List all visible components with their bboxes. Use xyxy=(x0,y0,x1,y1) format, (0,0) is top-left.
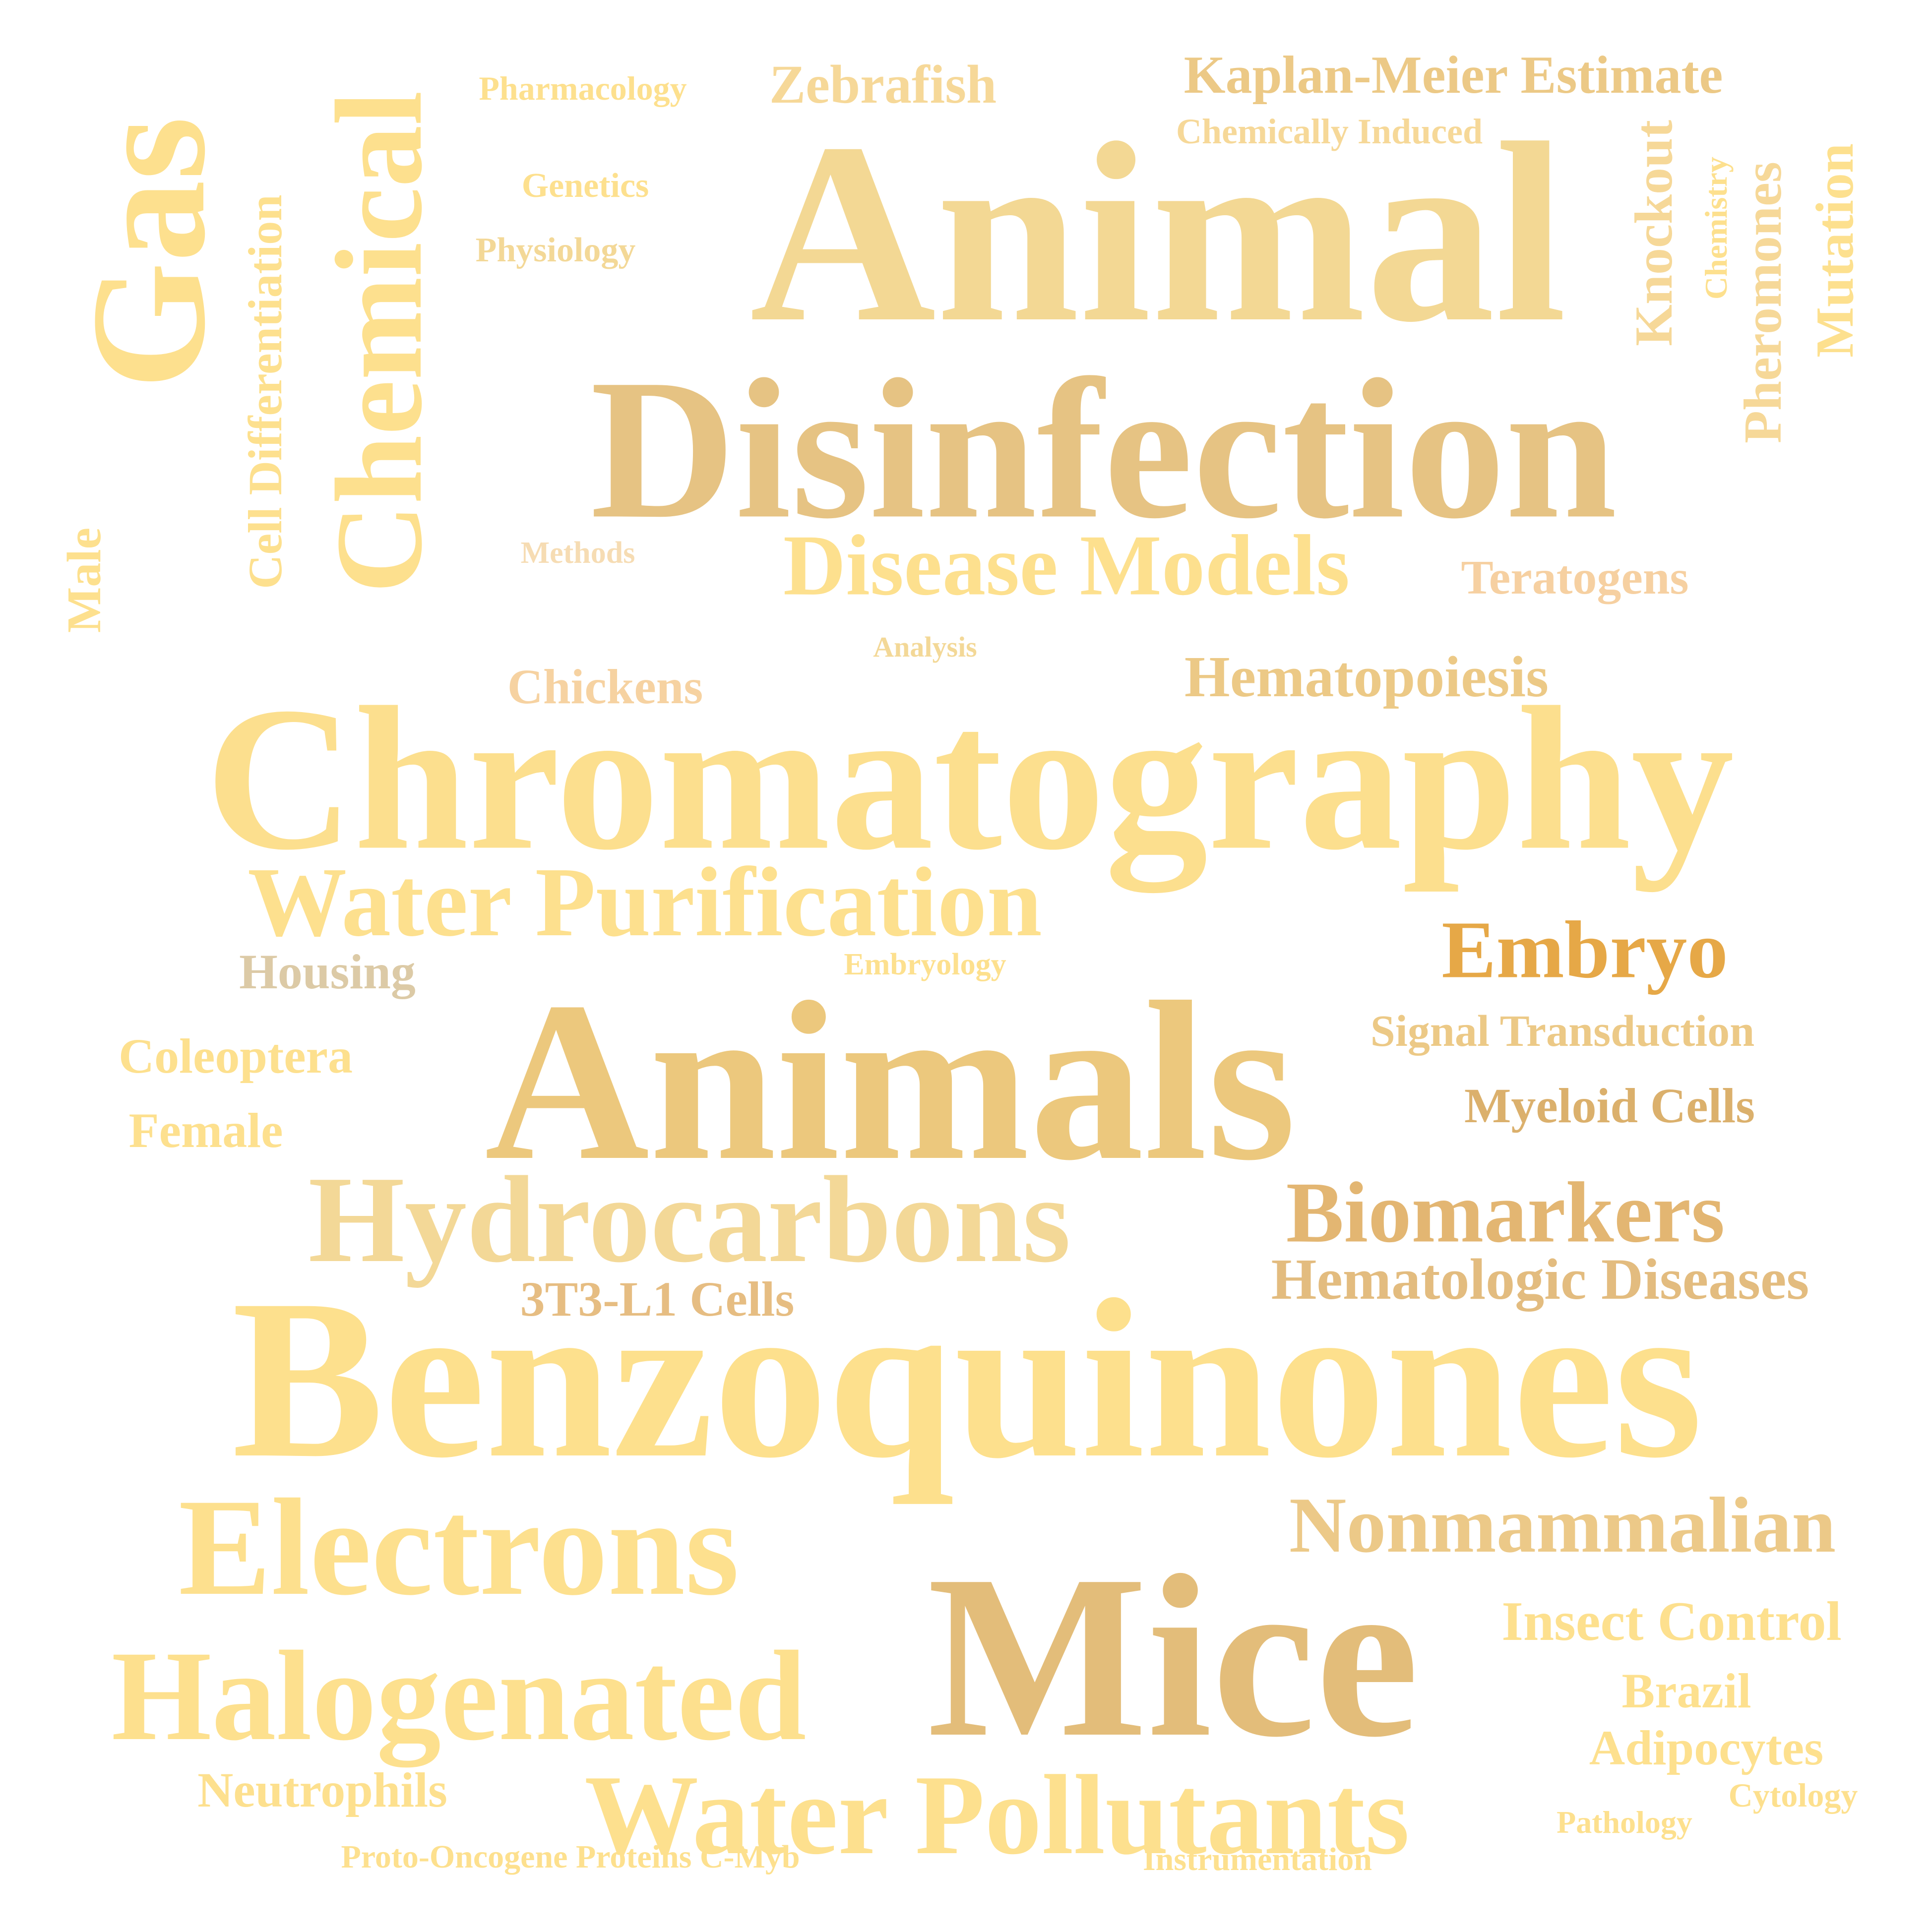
word-chickens: Chickens xyxy=(507,659,703,714)
word-pathology: Pathology xyxy=(1557,1805,1692,1840)
word-animal: Animal xyxy=(749,90,1567,375)
word-instrumentation: Instrumentation xyxy=(1142,1841,1372,1877)
word-water-purification: Water Purification xyxy=(248,847,1042,957)
word-embryology: Embryology xyxy=(844,948,1006,981)
word-insect-control: Insect Control xyxy=(1501,1591,1842,1652)
word-chemical: Chemical xyxy=(311,91,448,594)
word-cytology: Cytology xyxy=(1728,1776,1858,1814)
word-nonmammalian: Nonmammalian xyxy=(1289,1481,1836,1569)
word-neutrophils: Neutrophils xyxy=(197,1762,447,1817)
word-kaplan-meier-estimate: Kaplan-Meier Estimate xyxy=(1184,46,1723,105)
word-pheromones: Pheromones xyxy=(1734,162,1793,443)
word-male: Male xyxy=(58,527,111,633)
word-hematologic-diseases: Hematologic Diseases xyxy=(1271,1247,1809,1312)
word-chromatography: Chromatography xyxy=(205,664,1734,893)
word-embryo: Embryo xyxy=(1441,904,1728,995)
word-brazil: Brazil xyxy=(1621,1663,1751,1718)
word-physiology: Physiology xyxy=(475,231,636,269)
word-zebrafish: Zebrafish xyxy=(769,54,997,115)
word-disinfection: Disinfection xyxy=(590,337,1617,560)
word-halogenated: Halogenated xyxy=(111,1625,807,1767)
word-animals: Animals xyxy=(485,955,1296,1208)
word-analysis: Analysis xyxy=(873,631,977,663)
word-biomarkers: Biomarkers xyxy=(1286,1164,1725,1261)
word-cell-differentiation: Cell Differentiation xyxy=(239,194,292,589)
word-proto-oncogene-proteins-c-myb: Proto-Oncogene Proteins C-Myb xyxy=(341,1839,800,1875)
word-benzoquinones: Benzoquinones xyxy=(232,1252,1703,1505)
word-electrons: Electrons xyxy=(178,1470,740,1624)
word-knockout: Knockout xyxy=(1624,120,1683,347)
word-coleoptera: Coleoptera xyxy=(118,1028,353,1084)
word-chemically-induced: Chemically Induced xyxy=(1176,112,1483,151)
word-myeloid-cells: Myeloid Cells xyxy=(1464,1078,1755,1133)
word-teratogens: Teratogens xyxy=(1461,551,1689,604)
word-mice: Mice xyxy=(927,1527,1419,1785)
word-chemistry: Chemistry xyxy=(1698,157,1734,300)
word-housing: Housing xyxy=(239,944,416,999)
word-water-pollutants: Water Pollutants xyxy=(584,1751,1410,1878)
word-disease-models: Disease Models xyxy=(783,517,1350,613)
word-methods: Methods xyxy=(520,536,635,570)
word-female: Female xyxy=(128,1103,283,1158)
word-3t3-l1-cells: 3T3-L1 Cells xyxy=(520,1271,795,1327)
word-pharmacology: Pharmacology xyxy=(479,69,687,107)
word-adipocytes: Adipocytes xyxy=(1589,1720,1824,1775)
word-signal-transduction: Signal Transduction xyxy=(1370,1007,1755,1056)
word-hematopoiesis: Hematopoiesis xyxy=(1184,644,1549,709)
word-genetics: Genetics xyxy=(521,167,649,205)
word-hydrocarbons: Hydrocarbons xyxy=(308,1151,1071,1288)
word-gas: Gas xyxy=(58,116,239,390)
word-mutation: Mutation xyxy=(1806,143,1865,358)
